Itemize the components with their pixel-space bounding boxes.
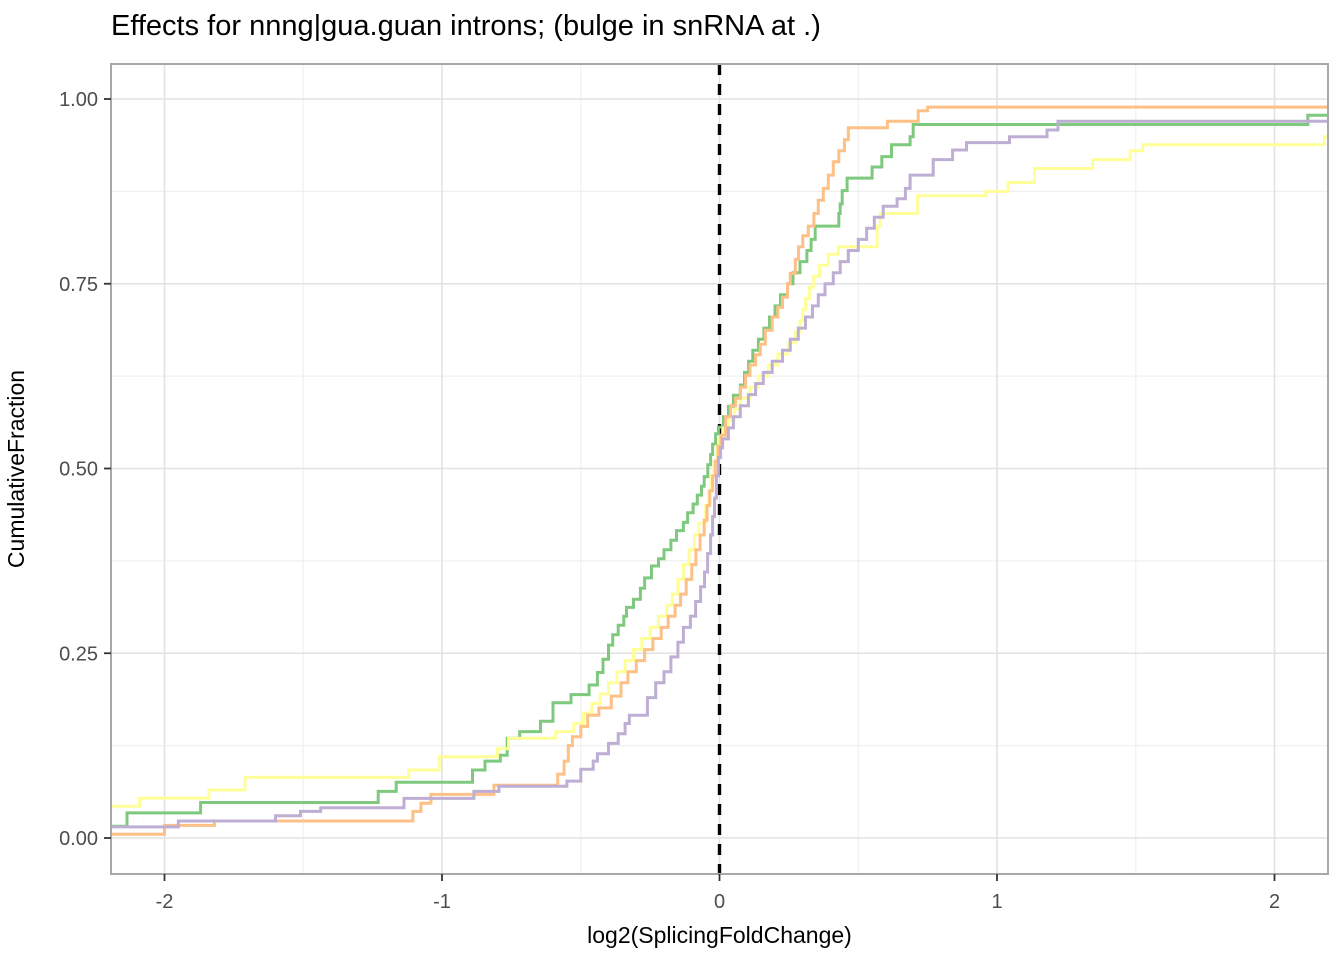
ecdf-curve-purple bbox=[111, 119, 1328, 829]
x-tick-label: 0 bbox=[714, 891, 725, 913]
x-axis-title: log2(SplicingFoldChange) bbox=[587, 922, 852, 948]
y-tick-label: 0.00 bbox=[59, 828, 98, 850]
x-tick-label: 1 bbox=[991, 891, 1002, 913]
x-tick-label: -1 bbox=[433, 891, 451, 913]
y-tick-label: 0.75 bbox=[59, 274, 98, 296]
y-tick-label: 0.50 bbox=[59, 459, 98, 481]
x-tick-label: 2 bbox=[1269, 891, 1280, 913]
ecdf-curve-orange bbox=[111, 105, 1328, 836]
ecdf-curve-green bbox=[111, 113, 1328, 828]
x-tick-label: -2 bbox=[156, 891, 174, 913]
y-axis-title: CumulativeFraction bbox=[3, 370, 29, 568]
y-tick-label: 1.00 bbox=[59, 89, 98, 111]
y-tick-label: 0.25 bbox=[59, 643, 98, 665]
chart-title: Effects for nnng|gua.guan introns; (bulg… bbox=[111, 10, 821, 42]
